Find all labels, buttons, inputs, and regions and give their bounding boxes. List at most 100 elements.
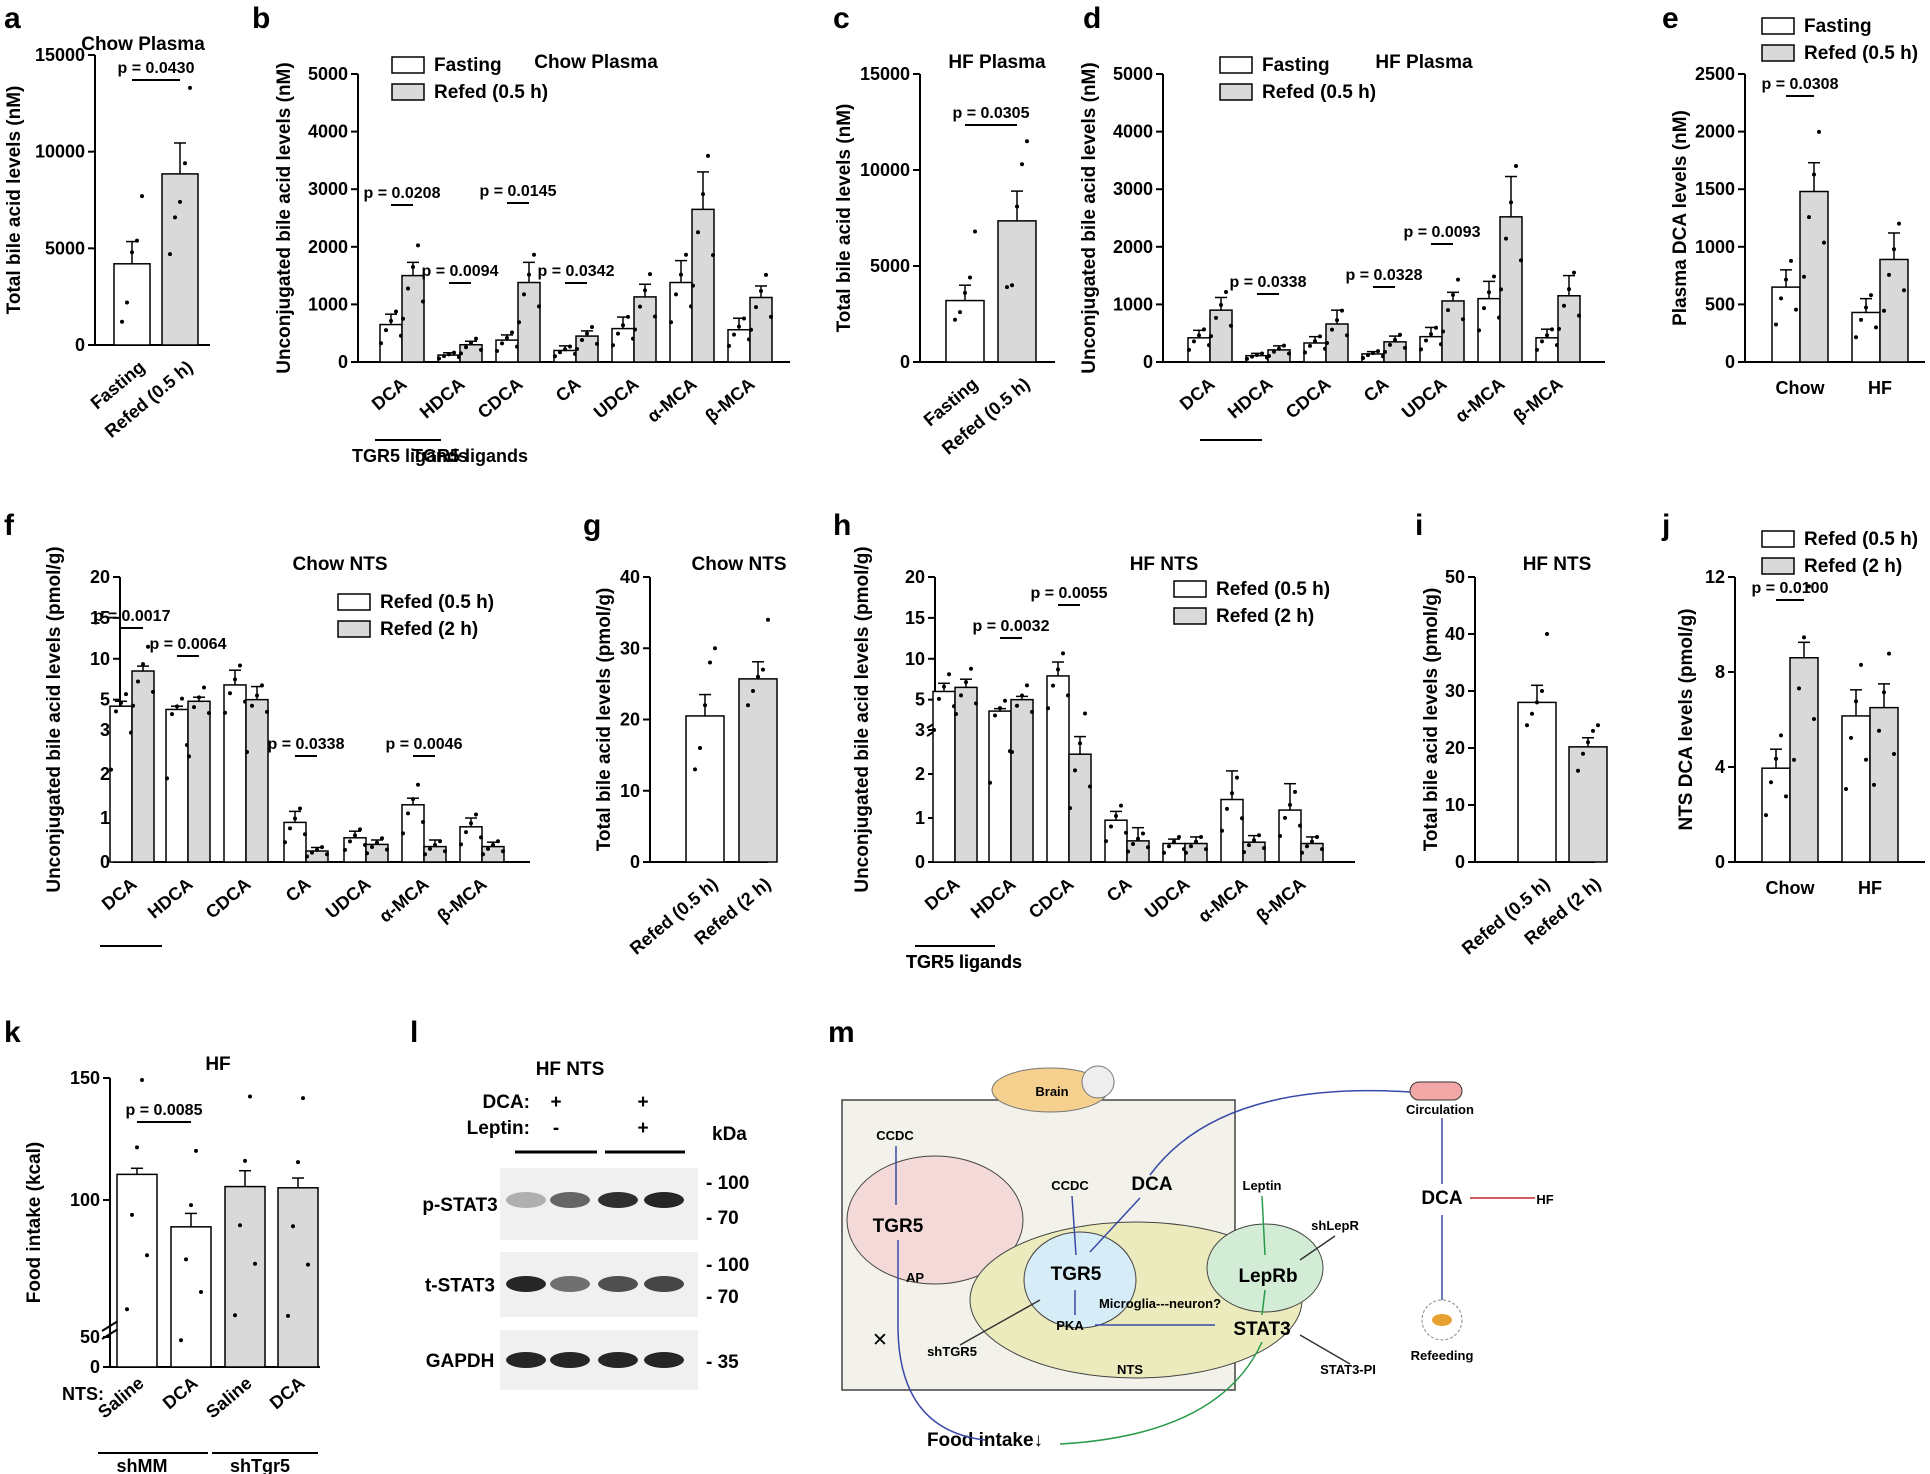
data-point [1003, 698, 1007, 703]
data-point [1822, 240, 1826, 245]
data-point [1789, 258, 1793, 263]
kda-marker: - 70 [706, 1208, 739, 1229]
data-point [1361, 355, 1365, 360]
data-point [1902, 288, 1906, 293]
data-point [1859, 662, 1863, 667]
data-point [1897, 221, 1901, 226]
data-point [384, 328, 388, 333]
data-point [527, 272, 531, 277]
data-point [701, 192, 705, 197]
panel-letter-c: c [833, 2, 850, 35]
data-point [648, 272, 652, 277]
bar [1267, 349, 1291, 363]
y-tick-label: 500 [1705, 294, 1735, 314]
bar [1187, 337, 1211, 363]
data-point [1461, 317, 1465, 322]
y-axis-label: Food intake (kcal) [24, 1142, 45, 1304]
data-point [713, 646, 717, 651]
x-tick-label: CA [282, 874, 315, 906]
data-point [742, 316, 746, 321]
x-tick-label: CDCA [202, 874, 255, 923]
data-point [385, 847, 389, 852]
x-tick-label: UDCA [1398, 374, 1451, 423]
x-tick-label: α-MCA [1451, 374, 1508, 427]
data-point [932, 728, 936, 732]
data-point [1046, 706, 1050, 711]
data-point [199, 1289, 203, 1294]
y-axis-label: Unconjugated bile acid levels (nM) [1079, 62, 1100, 373]
data-point [233, 1313, 237, 1318]
y-tick-label: 5000 [870, 256, 910, 276]
y-tick-label: 0 [915, 852, 925, 872]
legend-label: Fasting [1804, 16, 1872, 37]
blot-band [506, 1192, 546, 1208]
data-point [469, 821, 473, 826]
y-tick-label: 10 [90, 649, 110, 669]
dca-circulation-label: DCA [1421, 1188, 1462, 1209]
blot-band [506, 1352, 546, 1368]
data-point [1383, 349, 1387, 354]
data-point [1136, 836, 1140, 841]
data-point [1282, 343, 1286, 348]
data-point [260, 683, 264, 688]
microglia-neuron-label: Microglia---neuron? [1099, 1296, 1221, 1311]
microglia-cell [1023, 1231, 1137, 1329]
y-tick-label: 3000 [308, 179, 348, 199]
y-tick-label: 20 [620, 710, 640, 730]
kda-marker: - 35 [706, 1352, 739, 1373]
y-tick-label: 40 [620, 567, 640, 587]
data-point [1202, 327, 1206, 332]
kda-label: kDa [712, 1124, 747, 1145]
data-point [1192, 339, 1196, 344]
p-value-label: p = 0.0430 [118, 60, 195, 77]
inhibition-shtgr5 [959, 1299, 1041, 1346]
data-point [293, 816, 297, 821]
bar [283, 821, 307, 863]
data-point [643, 288, 647, 293]
panel-letter-m: m [828, 1016, 855, 1049]
data-point [421, 819, 425, 824]
y-tick-label: 20 [1445, 738, 1465, 758]
data-point [1247, 843, 1251, 848]
data-point [1797, 686, 1801, 691]
bar [1361, 353, 1385, 363]
data-point [1308, 343, 1312, 348]
x-tick-label: CDCA [1025, 874, 1078, 923]
bar [997, 220, 1037, 363]
data-point [761, 667, 765, 672]
data-point [1844, 786, 1848, 791]
bar [749, 296, 773, 363]
data-point [1451, 292, 1455, 297]
data-point [464, 830, 468, 835]
data-point [1288, 802, 1292, 807]
data-point [968, 275, 972, 280]
data-point [1557, 326, 1561, 331]
data-point [1187, 347, 1191, 352]
bar [223, 684, 247, 863]
chart-title: Chow Plasma [81, 34, 205, 55]
data-point [1794, 307, 1798, 312]
arrow-dca-microglia [1089, 1197, 1141, 1253]
y-tick-label: 3000 [1113, 179, 1153, 199]
blot-band [550, 1276, 590, 1292]
data-point [1224, 290, 1228, 295]
data-point [1068, 806, 1072, 811]
data-point [1015, 204, 1019, 209]
legend-label: Refed (2 h) [1216, 606, 1314, 627]
p-value-label: p = 0.0308 [1762, 76, 1839, 93]
y-tick-label: 2 [915, 764, 925, 784]
data-point [1859, 317, 1863, 322]
data-point [1199, 835, 1203, 840]
data-point [1056, 667, 1060, 672]
data-point [1864, 305, 1868, 310]
data-point [1434, 325, 1438, 330]
data-point [125, 300, 129, 305]
y-tick-label: 0 [1725, 352, 1735, 372]
bar [459, 826, 483, 863]
x-tick-label: CA [552, 374, 585, 406]
data-point [202, 685, 206, 690]
y-tick-label: 3 [915, 720, 925, 740]
p-value-label: p = 0.0145 [480, 183, 557, 200]
y-tick-label: 50 [1445, 567, 1465, 587]
